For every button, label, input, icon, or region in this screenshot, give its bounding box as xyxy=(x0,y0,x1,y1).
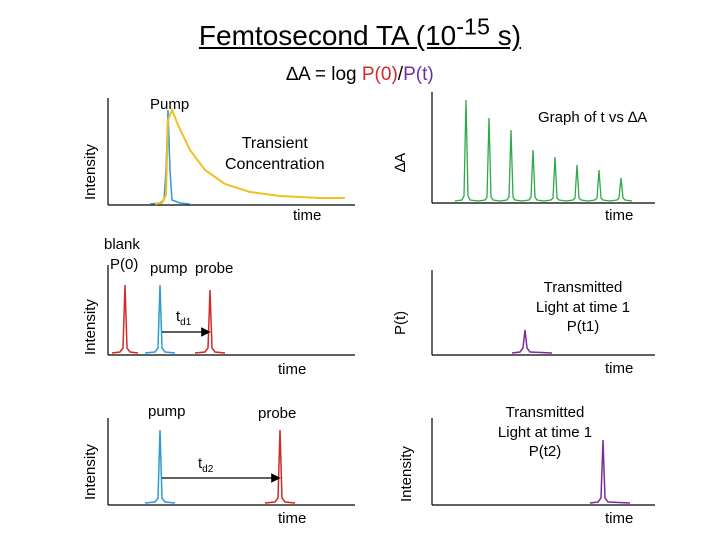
panel2-axes xyxy=(431,92,655,204)
panel5-pump-label: pump xyxy=(148,403,186,420)
panel3-pump-peak xyxy=(144,284,176,354)
panel1-x-label: time xyxy=(293,207,322,224)
panel2-y-label: ∆A xyxy=(392,152,409,172)
panel4-transmitted-peak xyxy=(511,329,553,354)
panel1-transient-curve xyxy=(154,107,345,205)
pt-term: P(t) xyxy=(403,64,434,85)
panel3-blank-label: blank xyxy=(104,236,140,253)
panel5-y-label: Intensity xyxy=(82,444,99,500)
delta-a-peak xyxy=(587,169,611,202)
panel4-transmitted-label: Transmitted Light at time 1 P(t1) xyxy=(535,279,631,335)
page-title: Femtosecond TA (10-15 s) xyxy=(198,14,522,52)
panel3-blank-peak xyxy=(111,284,139,354)
panel1-y-label: Intensity xyxy=(82,144,99,200)
panel5-axes xyxy=(107,418,355,506)
panel5-probe-label: probe xyxy=(258,405,297,422)
panel5-probe-peak xyxy=(264,429,296,504)
panel5-td2-label: td2 xyxy=(198,455,214,475)
panel6-x-label: time xyxy=(605,510,634,527)
panel6-transmitted-label: Transmitted Light at time 1 P(t2) xyxy=(497,404,593,460)
panel2-x-label: time xyxy=(605,207,634,224)
panel3-probe-peak xyxy=(194,289,226,354)
panel5-x-label: time xyxy=(278,510,307,527)
panel1-transient-label: Transient Concentration xyxy=(225,135,325,173)
panel6-axes xyxy=(431,418,655,506)
delta-a-peak xyxy=(454,99,479,202)
panel1-axes xyxy=(107,98,355,206)
panel2-delta-a-peaks xyxy=(454,99,633,202)
p0-term: P(0) xyxy=(361,64,398,85)
panel1-pump-peak xyxy=(149,109,191,205)
panel5-pump-peak xyxy=(144,429,176,504)
panel3-x-label: time xyxy=(278,361,307,378)
delta-a-peak xyxy=(477,117,501,202)
panel4-y-label: P(t) xyxy=(392,310,409,335)
panel2-title: Graph of t vs ∆A xyxy=(538,109,648,126)
panel4-axes xyxy=(431,270,655,356)
delta-a-equation: ∆A = log P(0)/P(t) xyxy=(286,64,434,85)
panel1-pump-label: Pump xyxy=(150,96,190,113)
panel6-transmitted-peak xyxy=(589,439,631,504)
panel3-p0-label: P(0) xyxy=(110,256,139,273)
delta-a-peak xyxy=(499,129,523,202)
panel6-y-label: Intensity xyxy=(398,446,415,502)
panel3-pump-label: pump xyxy=(150,260,188,277)
panel4-x-label: time xyxy=(605,360,634,377)
delta-a-peak xyxy=(521,149,545,202)
panel3-td1-label: td1 xyxy=(176,308,192,328)
panel3-y-label: Intensity xyxy=(82,299,99,355)
panel3-probe-label: probe xyxy=(195,260,234,277)
delta-a-peak xyxy=(565,164,589,202)
delta-a-peak xyxy=(543,156,567,202)
panel3-axes xyxy=(107,265,355,356)
delta-a-peak xyxy=(609,177,633,202)
